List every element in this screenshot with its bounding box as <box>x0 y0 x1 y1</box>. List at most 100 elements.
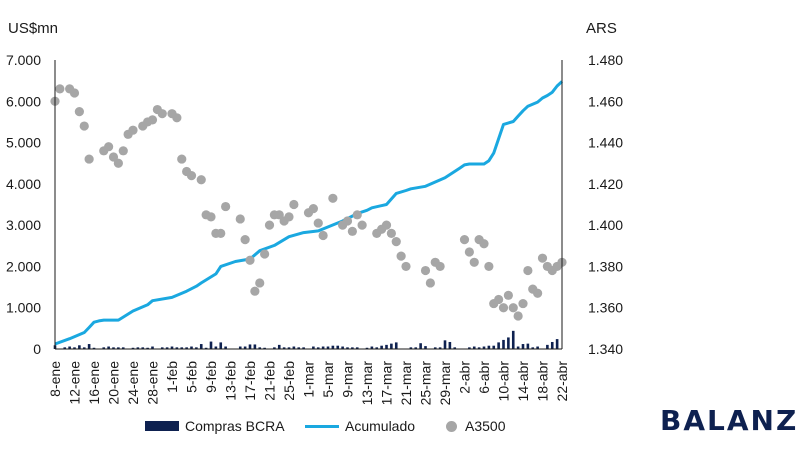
dot-a3500 <box>104 142 114 152</box>
x-tick-label: 25-feb <box>281 361 297 401</box>
bar-compras-bcra <box>214 346 218 349</box>
dot-a3500 <box>250 286 260 296</box>
dot-a3500 <box>157 109 167 119</box>
bar-compras-bcra <box>326 346 330 349</box>
bar-compras-bcra <box>175 347 179 349</box>
bar-compras-bcra <box>433 347 437 349</box>
x-tick-label: 13-mar <box>359 361 375 406</box>
dot-a3500 <box>435 261 445 272</box>
bar-compras-bcra <box>297 347 301 349</box>
bar-compras-bcra <box>390 343 393 349</box>
bar-compras-bcra <box>414 347 418 349</box>
right-tick-label: 1.440 <box>588 135 623 151</box>
bar-compras-bcra <box>536 346 539 349</box>
bar-compras-bcra <box>316 347 320 349</box>
x-tick-label: 25-mar <box>418 361 434 406</box>
left-tick-label: 3.000 <box>6 217 41 233</box>
x-tick-label: 14-abr <box>515 361 531 402</box>
bar-compras-bcra <box>292 346 296 349</box>
right-tick-label: 1.460 <box>588 93 623 109</box>
legend-swatch-dot <box>446 420 457 432</box>
bar-compras-bcra <box>555 339 559 349</box>
dot-a3500 <box>425 278 435 288</box>
bar-compras-bcra <box>243 346 247 349</box>
bar-compras-bcra <box>448 341 452 349</box>
x-tick-label: 10-abr <box>496 361 512 402</box>
dot-a3500 <box>533 288 543 298</box>
dot-a3500 <box>274 210 284 220</box>
dot-a3500 <box>537 253 548 263</box>
bar-compras-bcra <box>112 347 115 349</box>
bar-compras-bcra <box>92 347 96 349</box>
bar-compras-bcra <box>277 344 281 349</box>
bar-compras-bcra <box>238 346 242 349</box>
legend-item-a3500: A3500 <box>446 418 505 434</box>
bar-compras-bcra <box>204 347 208 349</box>
left-tick-label: 5.000 <box>6 135 41 151</box>
x-tick-label: 21-feb <box>262 361 278 401</box>
right-tick-label: 1.380 <box>588 258 623 274</box>
dot-a3500 <box>108 152 119 162</box>
right-tick-label: 1.360 <box>588 300 623 316</box>
x-tick-label: 17-feb <box>242 361 258 401</box>
dot-a3500 <box>479 239 489 249</box>
x-tick-label: 21-mar <box>398 361 414 406</box>
dot-a3500 <box>396 251 406 261</box>
x-tick-label: 12-ene <box>67 361 83 405</box>
bar-compras-bcra <box>102 347 106 349</box>
legend-item-acumulado: Acumulado <box>305 418 415 434</box>
bar-compras-bcra <box>199 344 203 349</box>
x-tick-label: 8-ene <box>47 361 63 397</box>
bar-compras-bcra <box>365 347 369 349</box>
x-tick-label: 16-ene <box>86 361 102 405</box>
bar-compras-bcra <box>141 347 145 349</box>
bar-compras-bcra <box>160 347 164 349</box>
dot-a3500 <box>518 298 528 309</box>
dot-a3500 <box>235 214 245 224</box>
bar-compras-bcra <box>497 342 500 349</box>
bar-compras-bcra <box>219 342 223 349</box>
dot-a3500 <box>221 201 231 212</box>
bar-compras-bcra <box>321 346 325 349</box>
legend-item-compras: Compras BCRA <box>145 418 285 434</box>
bar-compras-bcra <box>409 347 413 349</box>
right-axis-unit: ARS <box>586 20 617 37</box>
bar-compras-bcra <box>248 344 252 349</box>
bar-compras-bcra <box>87 344 91 349</box>
bar-compras-bcra <box>273 347 276 349</box>
bar-compras-bcra <box>472 346 476 349</box>
bar-compras-bcra <box>82 347 86 349</box>
bar-compras-bcra <box>531 347 535 349</box>
right-tick-label: 1.480 <box>588 52 623 68</box>
bar-compras-bcra <box>502 339 505 349</box>
x-tick-label: 6-abr <box>476 361 492 394</box>
bar-compras-bcra <box>550 341 554 349</box>
bar-compras-bcra <box>312 346 315 349</box>
bar-compras-bcra <box>209 341 213 349</box>
left-tick-label: 2.000 <box>6 258 41 274</box>
bar-compras-bcra <box>511 330 515 349</box>
dot-a3500 <box>420 265 431 276</box>
dot-a3500 <box>216 228 226 238</box>
legend-swatch-line <box>305 424 339 428</box>
x-tick-label: 5-mar <box>320 361 336 398</box>
dot-a3500 <box>523 265 533 276</box>
legend-swatch-bar <box>145 421 179 431</box>
dot-a3500 <box>352 210 362 220</box>
bar-compras-bcra <box>282 347 286 349</box>
bar-compras-bcra <box>117 347 120 349</box>
left-tick-label: 6.000 <box>6 93 41 109</box>
bar-compras-bcra <box>516 346 520 349</box>
bar-compras-bcra <box>121 347 125 349</box>
x-tick-label: 17-mar <box>379 361 395 406</box>
legend-label-acumulado: Acumulado <box>345 418 416 434</box>
bar-compras-bcra <box>170 346 174 349</box>
bar-compras-bcra <box>394 342 398 349</box>
bar-compras-bcra <box>419 343 422 349</box>
left-tick-label: 0 <box>33 341 41 357</box>
dot-a3500 <box>260 249 270 259</box>
bar-compras-bcra <box>477 347 481 349</box>
dot-a3500 <box>503 290 513 300</box>
dot-a3500 <box>177 154 187 164</box>
